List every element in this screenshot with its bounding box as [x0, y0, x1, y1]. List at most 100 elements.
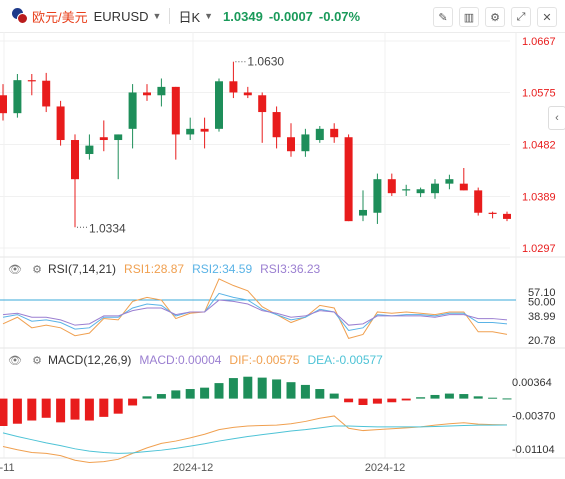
fullscreen-icon[interactable]: ⤢	[511, 7, 531, 27]
candle-body	[186, 128, 195, 135]
period-selector[interactable]: 日K	[178, 9, 201, 25]
macd-axis-label: -0.00370	[512, 411, 555, 423]
collapse-panel-icon[interactable]: ‹	[548, 106, 565, 130]
macd-bar	[430, 394, 440, 399]
rsi-legend: 👁 ⚙ RSI(7,14,21) RSI1:28.87 RSI2:34.59 R…	[0, 260, 320, 278]
period-dropdown-icon[interactable]: ▼	[204, 11, 214, 21]
rsi-line-rsi1	[2, 278, 508, 339]
candle-body	[359, 209, 367, 216]
macd-bar	[372, 398, 382, 404]
macd-bar	[243, 376, 253, 399]
macd-bar	[473, 396, 483, 399]
candle-body	[56, 106, 65, 141]
pair-name[interactable]: 欧元/美元	[32, 9, 88, 25]
candle-body	[114, 134, 123, 141]
symbol-dropdown-icon[interactable]: ▼	[152, 11, 162, 21]
candle-body	[301, 134, 310, 152]
divider	[169, 8, 171, 24]
rsi-line-rsi3	[2, 299, 508, 326]
rsi-axis-label: 50.00	[528, 296, 556, 308]
candle-body	[488, 212, 497, 214]
candle-body	[13, 80, 22, 114]
macd-bar	[56, 398, 66, 423]
draw-icon[interactable]: ✎	[433, 7, 453, 27]
macd-axis-label: -0.01104	[512, 444, 555, 456]
low-annotation: 1.0334	[89, 221, 126, 235]
eur-usd-flag-icon	[12, 8, 28, 24]
candle-body	[128, 92, 137, 129]
candle-body	[243, 92, 252, 96]
macd-bar	[84, 398, 94, 421]
macd-bar	[156, 394, 166, 399]
gridlines	[0, 32, 565, 459]
macd-bar	[502, 398, 512, 400]
eye-icon[interactable]: 👁	[8, 354, 22, 367]
rsi1-value: RSI1:28.87	[124, 262, 185, 276]
macd-bar	[272, 379, 282, 399]
candle-body	[416, 189, 425, 194]
candle-body	[27, 80, 36, 82]
candlestick-series	[0, 61, 511, 228]
rsi-axis-label: 20.78	[528, 335, 556, 347]
macd-legend: 👁 ⚙ MACD(12,26,9) MACD:0.00004 DIF:-0.00…	[0, 351, 383, 369]
candle-body	[459, 183, 468, 191]
macd-bar	[12, 398, 22, 424]
macd-bar	[113, 398, 123, 414]
candle-body	[287, 137, 295, 152]
macd-bar	[128, 398, 138, 406]
price-axis: 1.0667 1.0575 1.0482 1.0389 1.0297 1.0630 1.03…	[77, 36, 556, 255]
last-price: 1.0349	[223, 8, 263, 24]
candle-body	[229, 81, 238, 93]
macd-bar	[387, 398, 397, 403]
candle-body	[258, 95, 267, 113]
macd-bar	[70, 398, 80, 420]
candle-body	[344, 137, 353, 222]
candle-body	[85, 145, 94, 155]
candle-type-icon[interactable]: ▥	[459, 7, 479, 27]
candle-body	[431, 183, 439, 194]
macd-bar	[459, 394, 469, 399]
macd-bar	[142, 396, 152, 399]
candle-body	[315, 128, 324, 141]
candle-body	[272, 112, 281, 138]
symbol-code[interactable]: EURUSD	[93, 8, 149, 24]
close-icon[interactable]: ✕	[537, 7, 557, 27]
candle-body	[387, 179, 396, 194]
macd-value: MACD:0.00004	[139, 353, 222, 367]
candle-body	[474, 190, 483, 213]
candle-body	[215, 81, 223, 129]
price-axis-label: 1.0667	[522, 36, 556, 48]
settings-icon[interactable]: ⚙	[32, 354, 42, 367]
rsi-axis-label: 38.99	[528, 311, 556, 323]
time-axis-label: 4-11	[0, 462, 15, 474]
macd-bar	[488, 397, 498, 399]
candle-body	[0, 95, 7, 114]
eye-icon[interactable]: 👁	[8, 263, 22, 276]
macd-panel: 0.00364 -0.00370 -0.01104	[0, 376, 555, 464]
macd-bar	[444, 393, 454, 399]
rsi-name: RSI(7,14,21)	[48, 262, 117, 276]
toolbar: ✎ ▥ ⚙ ⤢ ✕	[433, 7, 557, 27]
macd-bar	[41, 398, 51, 418]
macd-bar	[315, 389, 325, 399]
settings-icon[interactable]: ⚙	[32, 263, 42, 276]
price-change: -0.0007	[268, 8, 313, 24]
candle-body	[42, 80, 51, 107]
macd-bar	[401, 398, 411, 401]
candle-body	[71, 140, 79, 180]
time-axis-label: 2024-12	[365, 462, 405, 474]
macd-bar	[300, 384, 310, 399]
macd-bar	[214, 383, 224, 399]
indicator-icon[interactable]: ⚙	[485, 7, 505, 27]
dea-value: DEA:-0.00577	[307, 353, 383, 367]
high-annotation: 1.0630	[247, 55, 284, 69]
rsi-line-rsi2	[2, 292, 508, 332]
macd-name: MACD(12,26,9)	[48, 353, 132, 367]
macd-bar	[358, 398, 368, 406]
rsi2-value: RSI2:34.59	[192, 262, 253, 276]
price-change-pct: -0.07%	[318, 8, 361, 24]
candle-body	[373, 179, 382, 213]
candle-body	[143, 92, 151, 96]
